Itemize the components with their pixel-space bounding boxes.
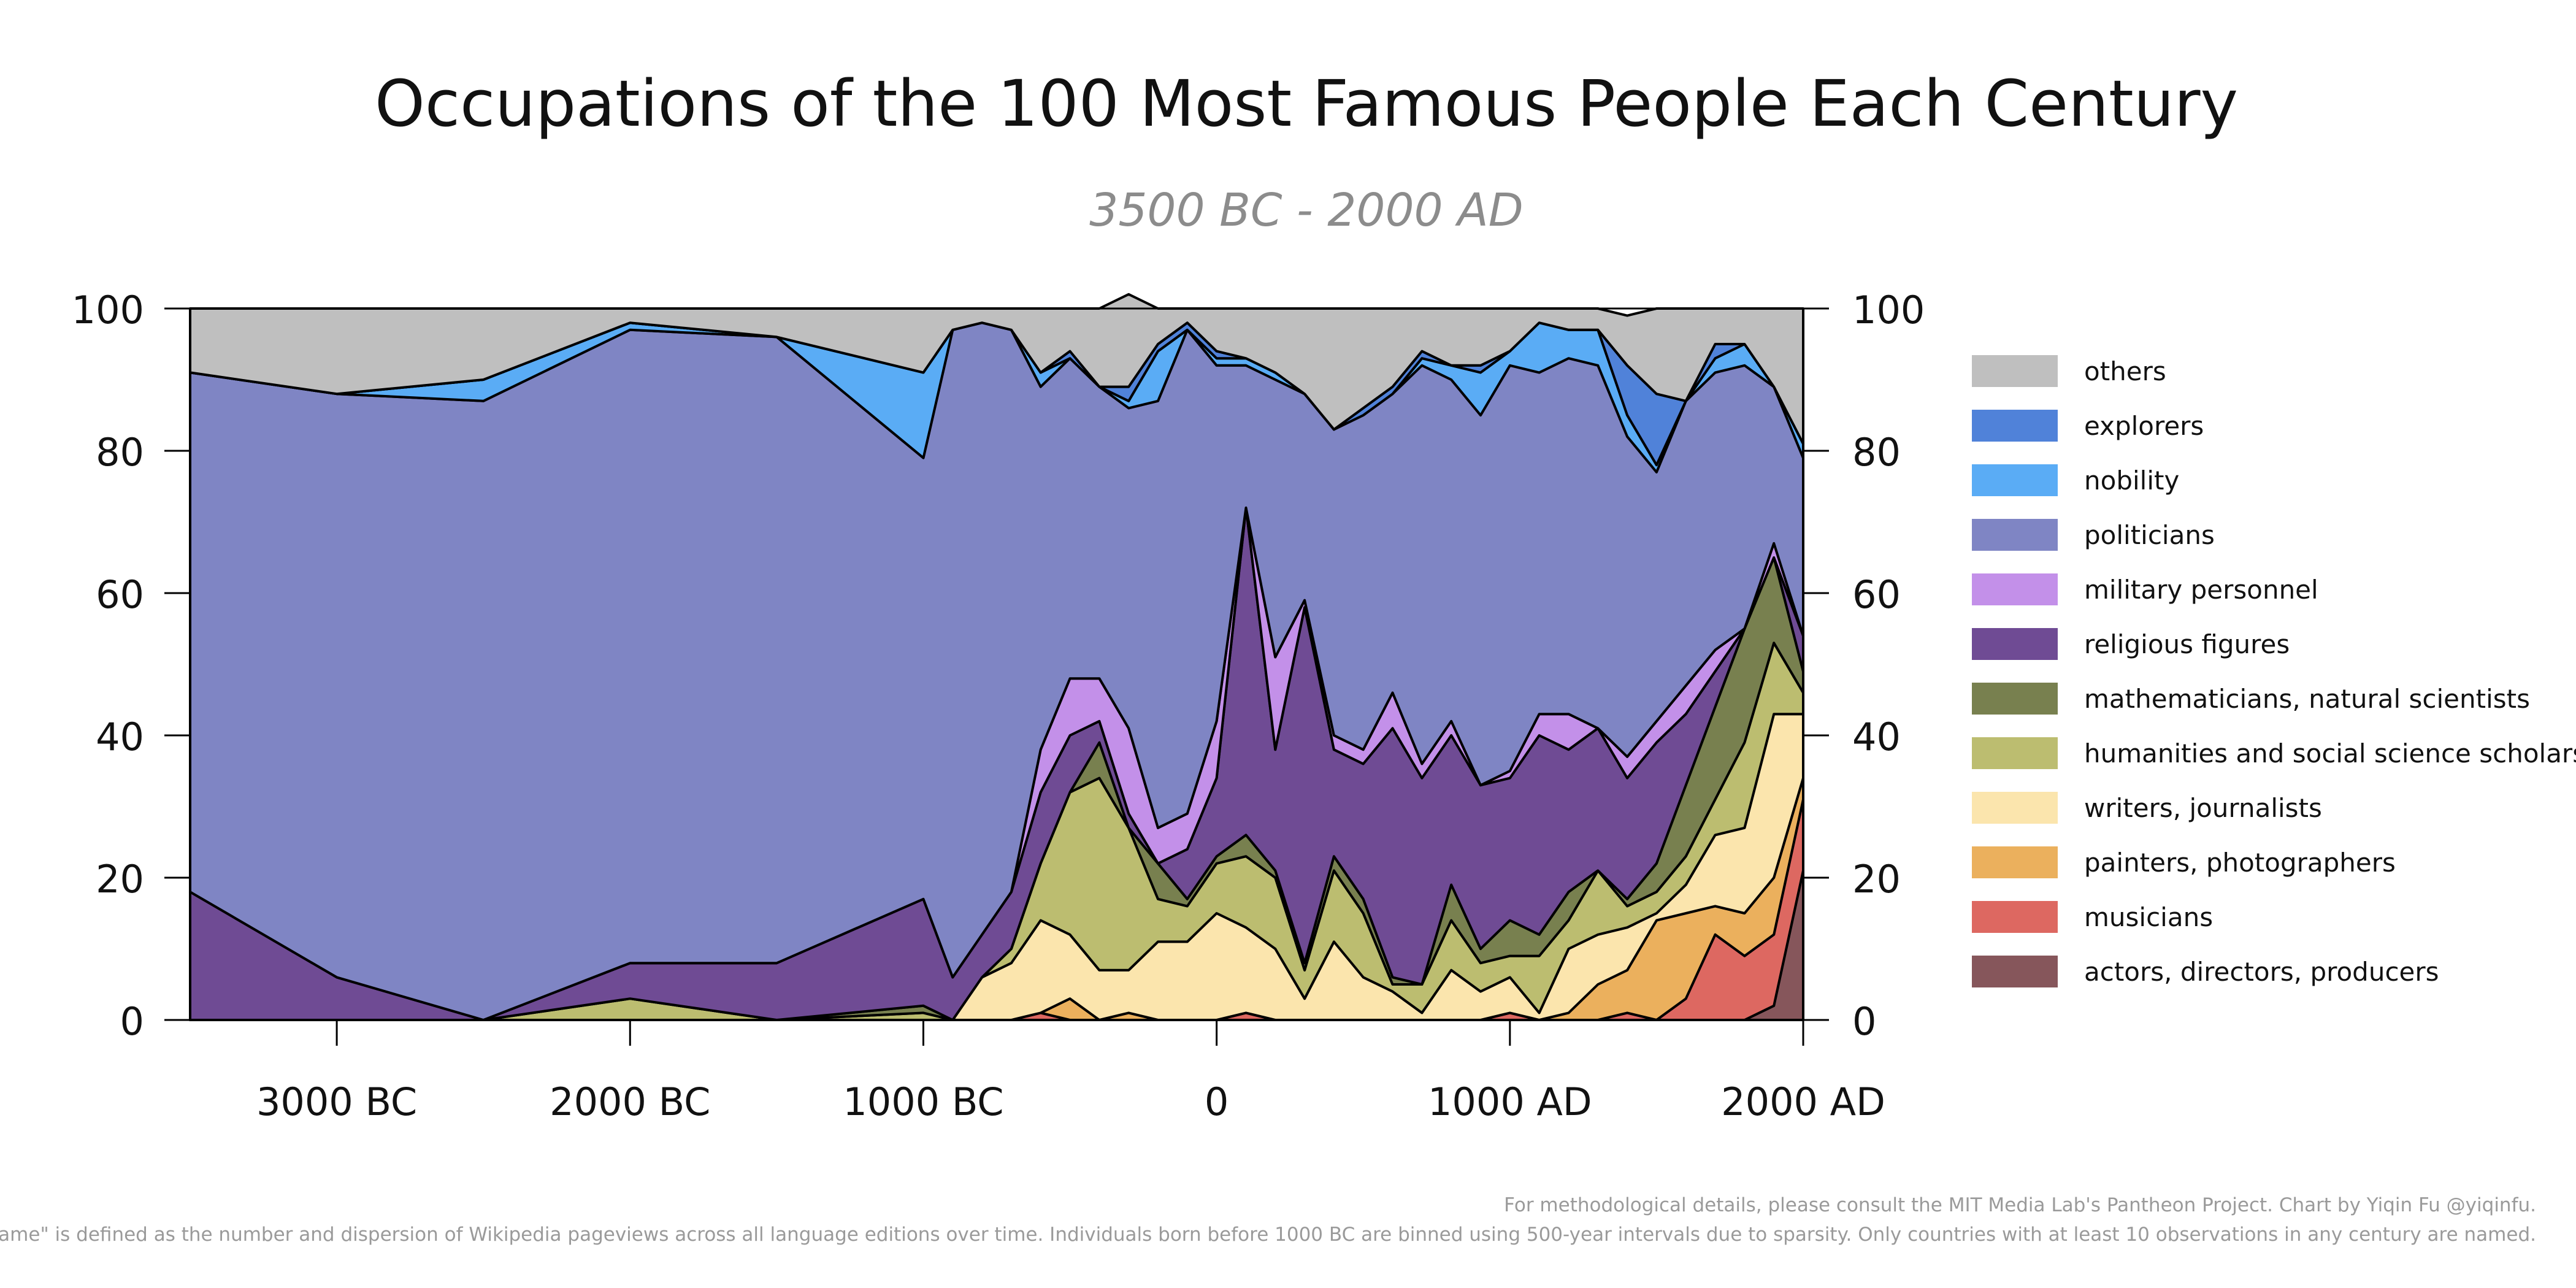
legend-swatch-military-personnel <box>1972 573 2058 605</box>
y-tick-label-right: 100 <box>1852 288 1925 332</box>
axes: 0 0 20 20 40 40 60 60 80 80 100 100 3000 BC 2000 BC 10… <box>72 288 1925 1124</box>
y-tick-label-right: 40 <box>1852 715 1901 759</box>
legend-label-musicians: musicians <box>2084 902 2213 932</box>
legend-swatch-humanities-and-social-science-scholars <box>1972 737 2058 769</box>
legend-label-explorers: explorers <box>2084 411 2204 441</box>
footnote-source: For methodological details, please consu… <box>1504 1194 2536 1216</box>
y-tick-label-left: 60 <box>96 572 144 617</box>
legend-swatch-musicians <box>1972 901 2058 933</box>
x-tick-label: 2000 AD <box>1721 1079 1885 1124</box>
legend-swatch-politicians <box>1972 519 2058 551</box>
x-tick-label: 3000 BC <box>256 1079 417 1124</box>
legend-swatch-painters-photographers <box>1972 846 2058 878</box>
x-tick-label: 1000 AD <box>1428 1079 1592 1124</box>
legend-swatch-nobility <box>1972 464 2058 496</box>
legend-swatch-religious-figures <box>1972 628 2058 660</box>
chart-subtitle: 3500 BC - 2000 AD <box>1089 184 1523 237</box>
legend-label-humanities-and-social-science-scholars: humanities and social science scholars <box>2084 738 2576 769</box>
legend-swatch-explorers <box>1972 410 2058 442</box>
x-tick-label: 2000 BC <box>550 1079 710 1124</box>
legend-swatch-writers-journalists <box>1972 792 2058 824</box>
y-tick-label-right: 0 <box>1852 999 1876 1044</box>
legend-label-painters-photographers: painters, photographers <box>2084 848 2396 878</box>
y-tick-label-left: 100 <box>72 288 144 332</box>
y-tick-label-right: 80 <box>1852 430 1901 475</box>
y-tick-label-left: 20 <box>96 857 144 902</box>
legend-swatch-mathematicians-natural-scientists <box>1972 683 2058 715</box>
y-tick-label-left: 0 <box>120 999 144 1044</box>
legend-label-military-personnel: military personnel <box>2084 575 2318 605</box>
legend-label-mathematicians-natural-scientists: mathematicians, natural scientists <box>2084 684 2530 714</box>
legend-label-nobility: nobility <box>2084 466 2179 496</box>
legend-label-others: others <box>2084 356 2166 386</box>
x-tick-label: 0 <box>1205 1079 1229 1124</box>
legend-swatch-actors-directors-producers <box>1972 956 2058 987</box>
footnote-definition: "Fame" is defined as the number and disp… <box>0 1224 2536 1246</box>
x-tick-label: 1000 BC <box>843 1079 1003 1124</box>
y-tick-label-left: 80 <box>96 430 144 475</box>
y-tick-label-right: 60 <box>1852 572 1901 617</box>
area-others <box>189 293 1804 445</box>
legend-label-religious-figures: religious figures <box>2084 629 2290 659</box>
legend-label-politicians: politicians <box>2084 520 2215 550</box>
legend-swatch-others <box>1972 355 2058 387</box>
legend: others explorers nobility politicians milita… <box>1972 355 2576 987</box>
y-tick-label-left: 40 <box>96 715 144 759</box>
legend-label-writers-journalists: writers, journalists <box>2084 793 2322 823</box>
chart-title: Occupations of the 100 Most Famous Peopl… <box>375 66 2238 141</box>
legend-label-actors-directors-producers: actors, directors, producers <box>2084 957 2439 987</box>
y-tick-label-right: 20 <box>1852 857 1901 902</box>
area-series-group <box>189 293 1804 1021</box>
